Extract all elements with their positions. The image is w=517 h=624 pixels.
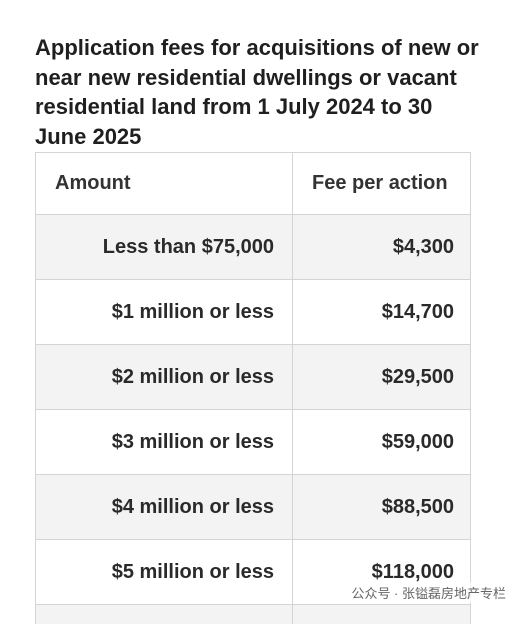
table-row: $3 million or less $59,000 — [35, 409, 471, 474]
amount-cell: $2 million or less — [36, 345, 293, 409]
amount-cell: $3 million or less — [36, 410, 293, 474]
table-row: Less than $75,000 $4,300 — [35, 214, 471, 279]
amount-cell: Less than $75,000 — [36, 215, 293, 279]
fee-cell: $4,300 — [392, 235, 454, 258]
table-row: $5 million or less $118,000 — [35, 539, 471, 604]
column-header: Fee per action — [312, 172, 448, 194]
column-header: Amount — [36, 153, 293, 214]
amount-cell: $5 million or less — [36, 540, 293, 604]
watermark: 公众号 · 张镒磊房地产专栏 — [348, 582, 509, 603]
amount-cell: $1 million or less — [36, 280, 293, 344]
title: Application fees for acquisitions of new… — [35, 35, 479, 149]
table-row: $4 million or less $88,500 — [35, 474, 471, 539]
header-row: Amount Fee per action — [35, 152, 471, 214]
fee-cell: $118,000 — [371, 560, 454, 583]
cell-divider — [36, 605, 293, 624]
table-row: $1 million or less $14,700 — [35, 279, 471, 344]
fee-cell: $88,500 — [381, 495, 454, 518]
table-row: $2 million or less $29,500 — [35, 344, 471, 409]
page: Application fees for acquisitions of new… — [35, 35, 509, 624]
fee-cell: $59,000 — [381, 430, 454, 453]
table-row-partial — [35, 604, 471, 624]
amount-cell: $4 million or less — [36, 475, 293, 539]
fee-cell: $29,500 — [381, 365, 454, 388]
fee-cell: $14,700 — [381, 300, 454, 323]
